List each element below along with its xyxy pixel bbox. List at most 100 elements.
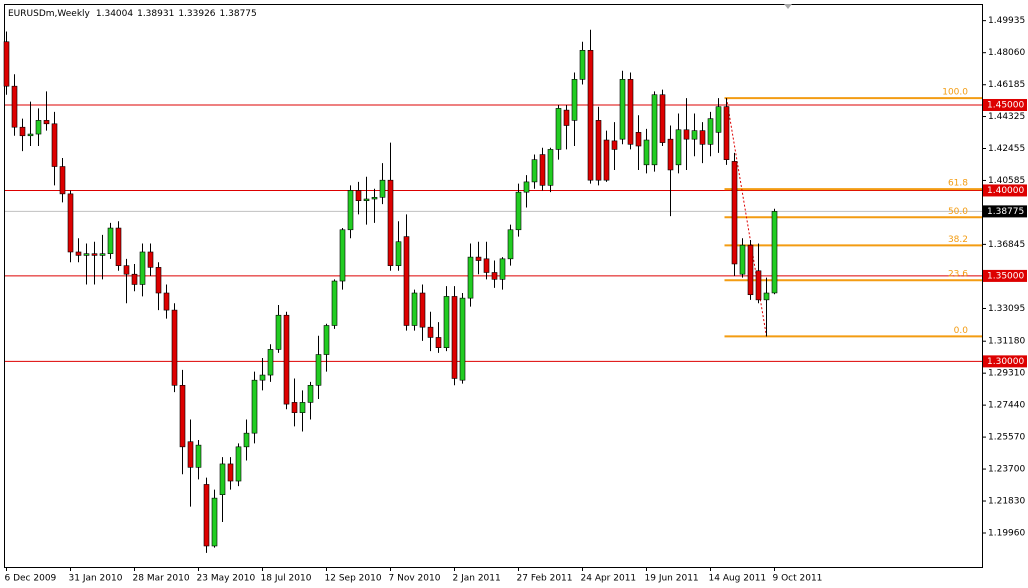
candle-body — [547, 149, 554, 186]
candle-body — [763, 292, 770, 301]
candle-body — [251, 379, 258, 434]
candle-body — [539, 154, 546, 186]
y-tick-label: 1.25570 — [988, 433, 1025, 443]
candle-body — [11, 85, 18, 128]
y-tick-label: 1.21830 — [988, 497, 1025, 507]
candle-body — [707, 118, 714, 145]
candle-body — [611, 140, 618, 150]
candle-body — [123, 265, 130, 275]
candle-body — [467, 256, 474, 299]
candle-body — [451, 296, 458, 379]
level-label-box — [983, 184, 1027, 197]
candle-body — [435, 337, 442, 349]
fib-label: 0.0 — [954, 326, 969, 336]
candle-body — [595, 120, 602, 181]
candle-body — [107, 227, 114, 254]
x-tick-label: 31 Jan 2010 — [69, 574, 123, 584]
candle-body — [419, 292, 426, 328]
candle-body — [27, 133, 34, 137]
candle-body — [659, 94, 666, 143]
candle-body — [523, 181, 530, 193]
y-tick-label: 1.42455 — [988, 144, 1025, 154]
x-tick-label: 27 Feb 2011 — [517, 574, 573, 584]
candle-body — [571, 79, 578, 121]
candle-body — [531, 159, 538, 183]
candle-body — [51, 123, 58, 167]
symbol-title: EURUSDm,Weekly — [8, 9, 91, 19]
x-tick-label: 9 Oct 2011 — [773, 574, 823, 584]
candle-body — [403, 236, 410, 326]
candle-body — [315, 354, 322, 386]
candle-body — [243, 432, 250, 448]
candle-body — [299, 402, 306, 413]
candle-body — [507, 229, 514, 260]
y-tick-label: 1.31180 — [988, 337, 1025, 347]
candle-body — [739, 244, 746, 275]
candle-body — [563, 109, 570, 126]
x-tick-label: 23 May 2010 — [197, 574, 256, 584]
candle-body — [747, 244, 754, 296]
candle-body — [275, 314, 282, 350]
fib-label: 50.0 — [948, 207, 968, 217]
candle-body — [715, 106, 722, 133]
candle-body — [691, 130, 698, 140]
candle-body — [363, 198, 370, 202]
level-label: 1.30000 — [987, 357, 1024, 367]
candle-body — [235, 446, 242, 482]
candle-body — [387, 179, 394, 266]
fib-label: 100.0 — [942, 88, 968, 98]
x-tick-label: 19 Jun 2011 — [645, 574, 699, 584]
candle-body — [339, 229, 346, 282]
candle-body — [627, 79, 634, 145]
candle-body — [491, 272, 498, 280]
candle-body — [555, 108, 562, 150]
candle-body — [699, 130, 706, 145]
candle-body — [723, 106, 730, 160]
candle-body — [283, 314, 290, 405]
candle-body — [291, 402, 298, 413]
candle-body — [19, 126, 26, 137]
candle-body — [579, 49, 586, 80]
level-label: 1.45000 — [987, 100, 1024, 110]
candle-body — [499, 258, 506, 280]
candle-body — [755, 270, 762, 301]
candle-body — [99, 253, 106, 256]
candle-body — [379, 179, 386, 198]
candle-body — [147, 251, 154, 268]
candle-body — [35, 120, 42, 135]
candle-body — [59, 166, 66, 195]
candle-body — [667, 138, 674, 171]
y-tick-label: 1.19960 — [988, 528, 1025, 538]
candle-body — [171, 309, 178, 386]
level-label-box — [983, 269, 1027, 282]
candle-body — [683, 129, 690, 140]
x-tick-label: 2 Jan 2011 — [453, 574, 501, 584]
candle-body — [227, 463, 234, 482]
x-tick-label: 24 Apr 2011 — [581, 574, 637, 584]
candle-body — [195, 444, 202, 468]
level-label-box — [983, 355, 1027, 368]
candle-body — [603, 139, 610, 181]
x-tick-label: 14 Aug 2011 — [709, 574, 767, 584]
y-tick-label: 1.44325 — [988, 112, 1025, 122]
candle-body — [307, 385, 314, 403]
y-tick-label: 1.46185 — [988, 80, 1025, 90]
candle-body — [179, 385, 186, 448]
x-tick-label: 18 Jul 2010 — [261, 574, 312, 584]
y-tick-label: 1.36845 — [988, 240, 1025, 250]
high-readout: 1.38931 — [137, 9, 174, 19]
candle-body — [475, 256, 482, 261]
candle-body — [83, 253, 90, 256]
candle-body — [619, 79, 626, 140]
candle-body — [731, 161, 738, 265]
candle-body — [323, 325, 330, 355]
y-tick-label: 1.40585 — [988, 176, 1025, 186]
candle-body — [75, 251, 82, 256]
candle-body — [3, 41, 10, 87]
y-tick-label: 1.29310 — [988, 369, 1025, 379]
candle-body — [267, 349, 274, 376]
level-label: 1.35000 — [987, 271, 1024, 281]
candle-body — [587, 49, 594, 181]
